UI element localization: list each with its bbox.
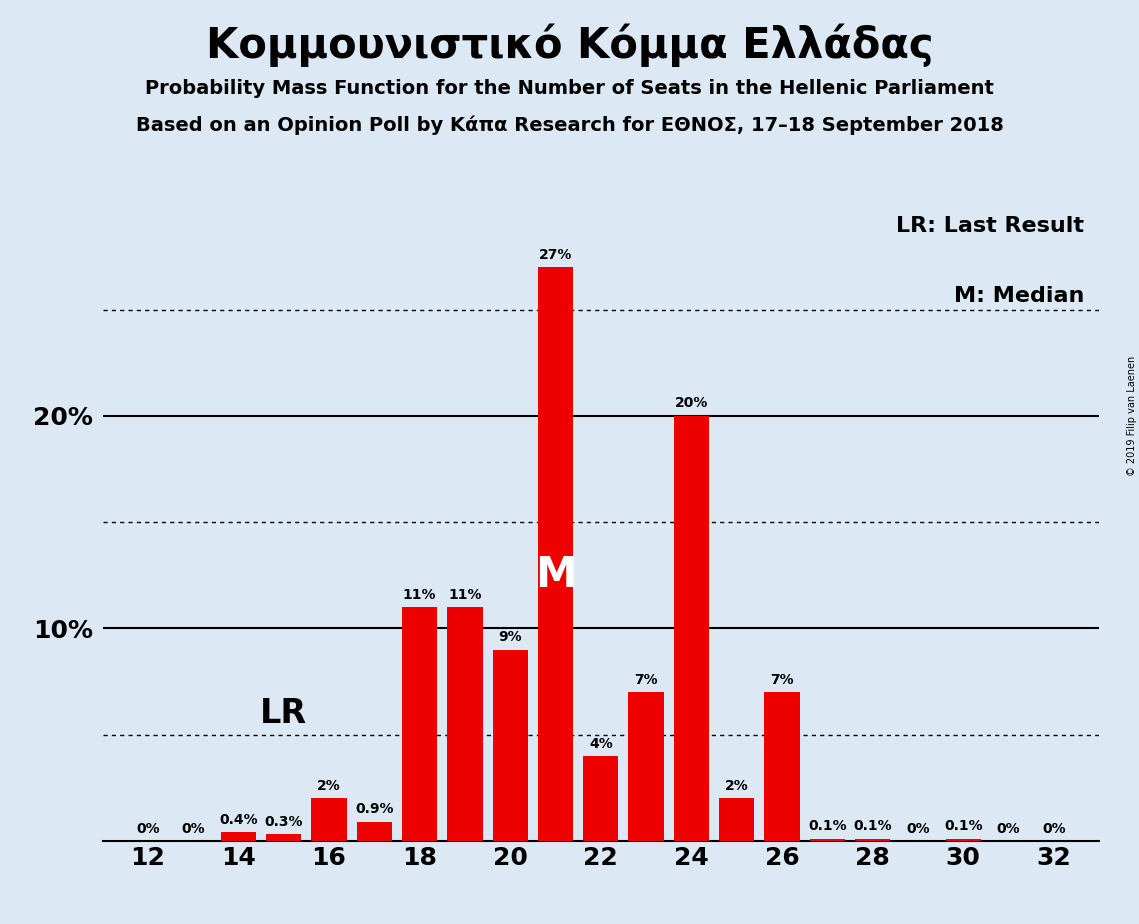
Text: 27%: 27% <box>539 248 572 261</box>
Bar <box>629 692 664 841</box>
Text: M: M <box>535 554 576 596</box>
Text: 0.1%: 0.1% <box>853 820 892 833</box>
Text: 11%: 11% <box>403 588 436 602</box>
Text: 2%: 2% <box>317 779 341 793</box>
Text: 9%: 9% <box>499 630 522 644</box>
Bar <box>583 756 618 841</box>
Text: 0.1%: 0.1% <box>808 820 846 833</box>
Text: 0%: 0% <box>136 821 159 835</box>
Text: 4%: 4% <box>589 736 613 750</box>
Bar <box>402 607 437 841</box>
Text: 20%: 20% <box>674 396 708 410</box>
Text: LR: LR <box>260 697 308 730</box>
Text: 0.1%: 0.1% <box>944 820 983 833</box>
Bar <box>492 650 527 841</box>
Bar <box>855 839 891 841</box>
Text: 0.3%: 0.3% <box>264 815 303 829</box>
Text: Probability Mass Function for the Number of Seats in the Hellenic Parliament: Probability Mass Function for the Number… <box>145 79 994 98</box>
Bar <box>764 692 800 841</box>
Text: M: Median: M: Median <box>953 286 1084 306</box>
Text: 0%: 0% <box>907 821 929 835</box>
Bar <box>311 798 346 841</box>
Text: 0.4%: 0.4% <box>219 813 257 827</box>
Text: 0%: 0% <box>181 821 205 835</box>
Bar <box>448 607 483 841</box>
Text: Κομμουνιστικό Κόμμα Ελλάδας: Κομμουνιστικό Κόμμα Ελλάδας <box>206 23 933 67</box>
Bar <box>945 839 981 841</box>
Bar <box>267 834 302 841</box>
Bar <box>221 833 256 841</box>
Text: 0%: 0% <box>997 821 1021 835</box>
Text: 0.9%: 0.9% <box>355 802 394 817</box>
Text: 11%: 11% <box>448 588 482 602</box>
Text: 7%: 7% <box>770 673 794 687</box>
Text: Based on an Opinion Poll by Κάπα Research for ΕΘΝΟΣ, 17–18 September 2018: Based on an Opinion Poll by Κάπα Researc… <box>136 116 1003 135</box>
Bar <box>538 267 573 841</box>
Text: 0%: 0% <box>1042 821 1066 835</box>
Bar <box>674 416 710 841</box>
Bar <box>719 798 754 841</box>
Bar <box>810 839 845 841</box>
Text: 2%: 2% <box>724 779 748 793</box>
Text: 7%: 7% <box>634 673 658 687</box>
Text: © 2019 Filip van Laenen: © 2019 Filip van Laenen <box>1126 356 1137 476</box>
Text: LR: Last Result: LR: Last Result <box>896 216 1084 236</box>
Bar <box>357 821 392 841</box>
